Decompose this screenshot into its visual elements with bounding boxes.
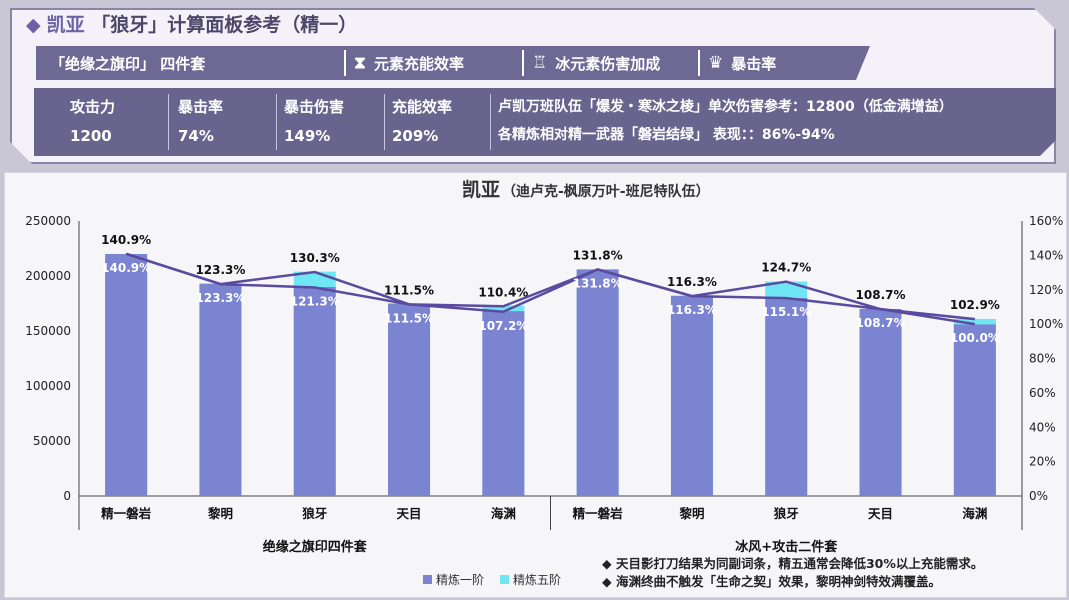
label-r1: 121.3%	[290, 295, 340, 309]
stat-crit-dmg: 暴击伤害 149%	[284, 96, 344, 145]
label-r5: 102.9%	[950, 298, 1000, 312]
label-r1: 100.0%	[950, 331, 1000, 345]
label-r5: 110.4%	[478, 285, 528, 299]
stat-crit-rate-value: 74%	[178, 127, 214, 145]
tag-goblet-label: 冰元素伤害加成	[555, 54, 661, 73]
y2-tick-label: 60%	[1029, 386, 1056, 400]
label-r1: 108.7%	[856, 316, 906, 330]
y2-tick-label: 100%	[1029, 317, 1063, 331]
tag-artifact-label: 「绝缘之旗印」 四件套	[50, 54, 206, 73]
label-r1: 107.2%	[478, 319, 528, 333]
y-tick-label: 50000	[33, 434, 71, 448]
tag-artifact-set: 「绝缘之旗印」 四件套	[36, 46, 336, 80]
damage-note: 卢凯万班队伍「爆发・寒冰之棱」单次伤害参考：12800（低金满增益）	[498, 99, 953, 115]
y-tick-label: 100000	[25, 379, 71, 393]
y2-tick-label: 40%	[1029, 420, 1056, 434]
y-tick-label: 150000	[25, 324, 71, 338]
chart-title: 凯亚	[462, 179, 500, 201]
y-tick-label: 0	[63, 489, 71, 503]
x-tick-label: 狼牙	[774, 506, 799, 521]
label-r5: 123.3%	[195, 263, 245, 277]
tag-circlet: ♛ 暴击率	[688, 46, 870, 80]
y-tick-label: 250000	[25, 214, 71, 228]
group-label: 冰风+攻击二件套	[735, 539, 838, 555]
y2-tick-label: 160%	[1029, 214, 1063, 228]
y2-tick-label: 0%	[1029, 489, 1048, 503]
label-r5: 130.3%	[290, 251, 340, 265]
stat-crit-rate-label: 暴击率	[178, 98, 224, 116]
bar-r1	[293, 287, 336, 496]
x-tick-label: 海渊	[491, 506, 516, 521]
label-r1: 123.3%	[195, 291, 245, 305]
y2-tick-label: 80%	[1029, 352, 1056, 366]
label-r5: 111.5%	[384, 283, 434, 297]
bar-r1	[388, 303, 431, 496]
x-tick-label: 黎明	[679, 506, 704, 521]
stat-er-label: 充能效率	[392, 98, 453, 116]
x-tick-label: 天目	[397, 506, 422, 521]
label-r1: 111.5%	[384, 311, 434, 325]
label-r5: 131.8%	[573, 248, 623, 262]
bar-r1	[105, 254, 148, 496]
stat-crit-rate: 暴击率 74%	[178, 96, 223, 145]
x-tick-label: 海渊	[962, 506, 987, 521]
bar-r1	[765, 298, 808, 496]
stat-crit-dmg-label: 暴击伤害	[284, 98, 345, 116]
x-tick-label: 狼牙	[302, 506, 327, 521]
tag-sands-label: 元素充能效率	[373, 54, 464, 73]
stat-atk: 攻击力 1200	[70, 96, 115, 145]
page-title: ◆ 凯亚 「狼牙」计算面板参考（精一）	[26, 10, 357, 37]
label-r1: 116.3%	[667, 303, 717, 317]
tag-sands: ⧗ 元素充能效率	[334, 46, 514, 80]
stat-er-value: 209%	[392, 127, 439, 145]
title-character: 凯亚	[46, 14, 85, 36]
bar-r1	[199, 283, 242, 496]
chart-note-2: ◆ 海渊终曲不触发「生命之契」效果，黎明神剑特效满覆盖。	[602, 574, 941, 589]
y-tick-label: 200000	[25, 269, 71, 283]
y2-tick-label: 20%	[1029, 455, 1056, 469]
label-r1: 115.1%	[761, 305, 811, 319]
hourglass-icon: ⧗	[354, 53, 366, 73]
y2-tick-label: 120%	[1029, 283, 1063, 297]
stats-bar: 攻击力 1200 暴击率 74% 暴击伤害 149% 充能效率 209% 卢凯万…	[34, 88, 1056, 156]
crown-icon: ♛	[708, 53, 724, 73]
chart-note-1: ◆ 天目影打刀结果为同副词条，精五通常会降低30%以上充能需求。	[602, 556, 983, 571]
goblet-icon: ♖	[532, 53, 548, 73]
label-r5: 116.3%	[667, 275, 717, 289]
bar-r1	[670, 295, 713, 496]
bar-r1	[859, 309, 902, 496]
title-diamond: ◆	[26, 14, 41, 36]
label-r1: 131.8%	[573, 276, 623, 290]
label-r5: 124.7%	[761, 261, 811, 275]
label-r5: 108.7%	[856, 288, 906, 302]
legend-swatch-r1	[423, 575, 432, 584]
line-r1	[125, 252, 976, 326]
stat-atk-value: 1200	[70, 127, 112, 145]
bar-r1	[482, 311, 525, 496]
tag-circlet-label: 暴击率	[731, 54, 777, 73]
tag-goblet: ♖ 冰元素伤害加成	[512, 46, 688, 80]
label-r5: 140.9%	[101, 233, 151, 247]
title-subtitle: 「狼牙」计算面板参考（精一）	[91, 14, 358, 36]
legend-label-r5: 精炼五阶	[513, 572, 561, 587]
stat-atk-label: 攻击力	[70, 98, 116, 116]
bar-r1	[953, 324, 996, 496]
stat-er: 充能效率 209%	[392, 96, 452, 145]
legend-swatch-r5	[500, 575, 509, 584]
line-r5	[125, 252, 975, 321]
stat-crit-dmg-value: 149%	[284, 127, 331, 145]
legend-label-r1: 精炼一阶	[436, 572, 484, 587]
x-tick-label: 黎明	[208, 506, 233, 521]
x-tick-label: 精一磐岩	[101, 506, 152, 521]
label-r1: 140.9%	[101, 261, 151, 275]
chart-subtitle: （迪卢克-枫原万叶-班尼特队伍）	[502, 183, 710, 200]
x-tick-label: 天目	[868, 506, 893, 521]
group-label: 绝缘之旗印四件套	[263, 539, 368, 555]
bar-r1	[576, 269, 619, 496]
x-tick-label: 精一磐岩	[573, 506, 624, 521]
y2-tick-label: 140%	[1029, 248, 1063, 262]
refine-note: 各精炼相对精一武器「磐岩结绿」 表现：：86%-94%	[498, 127, 835, 143]
